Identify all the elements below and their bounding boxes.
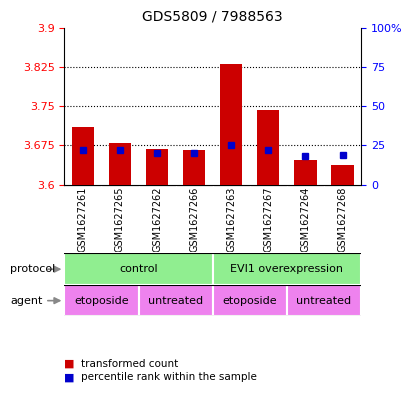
Text: transformed count: transformed count — [81, 358, 178, 369]
Bar — [220, 64, 242, 185]
Text: etoposide: etoposide — [222, 296, 277, 306]
Text: control: control — [119, 264, 158, 274]
Text: GSM1627261: GSM1627261 — [78, 186, 88, 252]
Text: EVI1 overexpression: EVI1 overexpression — [230, 264, 343, 274]
Text: etoposide: etoposide — [74, 296, 129, 306]
Bar — [294, 160, 317, 185]
Text: GSM1627265: GSM1627265 — [115, 186, 125, 252]
Text: untreated: untreated — [148, 296, 203, 306]
Text: percentile rank within the sample: percentile rank within the sample — [81, 372, 257, 382]
Bar — [257, 110, 279, 185]
Bar — [139, 285, 213, 316]
Text: GSM1627267: GSM1627267 — [264, 186, 273, 252]
Text: GSM1627264: GSM1627264 — [300, 186, 310, 252]
Title: GDS5809 / 7988563: GDS5809 / 7988563 — [142, 9, 283, 24]
Text: GSM1627263: GSM1627263 — [226, 186, 236, 252]
Bar — [213, 253, 361, 285]
Text: GSM1627262: GSM1627262 — [152, 186, 162, 252]
Bar — [64, 285, 139, 316]
Bar — [146, 149, 168, 185]
Text: GSM1627268: GSM1627268 — [337, 186, 347, 252]
Bar — [332, 165, 354, 185]
Bar — [287, 285, 361, 316]
Text: ■: ■ — [64, 358, 75, 369]
Bar — [109, 143, 131, 185]
Bar — [64, 253, 213, 285]
Bar — [183, 150, 205, 185]
Text: untreated: untreated — [296, 296, 352, 306]
Text: agent: agent — [10, 296, 43, 306]
Bar — [72, 127, 94, 185]
Text: ■: ■ — [64, 372, 75, 382]
Text: protocol: protocol — [10, 264, 56, 274]
Bar — [213, 285, 287, 316]
Text: GSM1627266: GSM1627266 — [189, 186, 199, 252]
